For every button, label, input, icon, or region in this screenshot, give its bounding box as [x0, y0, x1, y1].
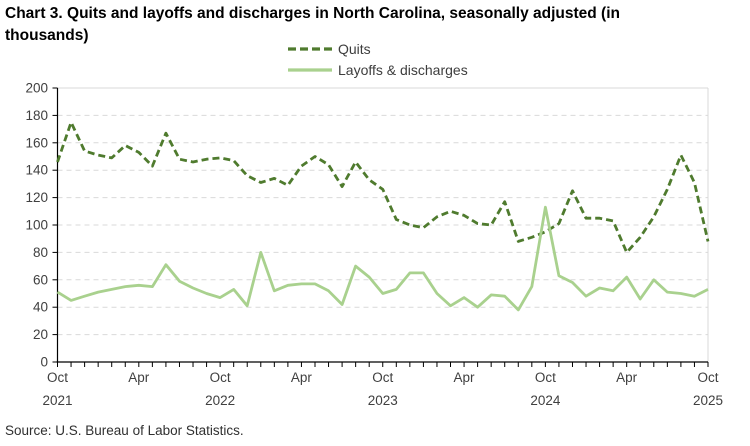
chart-title: Chart 3. Quits and layoffs and discharge… [5, 3, 705, 47]
x-tick-month-label: Oct [372, 370, 393, 385]
y-tick-label: 40 [33, 300, 48, 315]
layoffs-series-line [56, 205, 709, 312]
x-tick-year-label: 2023 [368, 393, 398, 408]
legend-item-layoffs: Layoffs & discharges [287, 59, 468, 80]
x-tick-year-label: 2024 [530, 393, 561, 408]
y-tick-label: 140 [25, 163, 48, 178]
x-tick-month-label: Apr [616, 370, 638, 385]
x-axis-labels: Oct 2021 Apr Oct 2022 Apr Oct 2023 Apr Oct 2024 Apr… [42, 370, 723, 408]
x-tick-month-label: Apr [291, 370, 313, 385]
y-tick-label: 160 [25, 135, 48, 150]
y-axis-labels: 0 20 40 60 80 100 120 140 160 180 200 [25, 81, 48, 370]
y-tick-label: 200 [25, 81, 48, 96]
y-tick-label: 20 [33, 327, 48, 342]
y-tick-label: 180 [25, 108, 48, 123]
source-note: Source: U.S. Bureau of Labor Statistics. [5, 423, 244, 438]
chart-title-line2: thousands) [5, 27, 89, 44]
x-tick-month-label: Oct [47, 370, 68, 385]
y-tick-label: 80 [33, 245, 48, 260]
y-tick-label: 100 [25, 218, 48, 233]
x-tick-year-label: 2025 [693, 393, 723, 408]
x-tick-year-label: 2022 [205, 393, 235, 408]
legend: Quits Layoffs & discharges [287, 38, 468, 80]
legend-label-layoffs: Layoffs & discharges [338, 61, 468, 78]
quits-line-swatch-icon [288, 46, 332, 51]
chart-title-line1: Chart 3. Quits and layoffs and discharge… [5, 5, 620, 22]
y-tick-label: 60 [33, 272, 48, 287]
x-tick-month-label: Oct [697, 370, 718, 385]
legend-label-quits: Quits [338, 40, 371, 57]
x-tick-month-label: Apr [128, 370, 150, 385]
quits-series-line [56, 120, 710, 254]
legend-item-quits: Quits [287, 38, 468, 59]
layoffs-line-swatch-icon [288, 67, 332, 72]
tick-marks [52, 87, 709, 367]
x-tick-month-label: Oct [535, 370, 556, 385]
x-tick-month-label: Oct [210, 370, 231, 385]
x-tick-year-label: 2021 [42, 393, 72, 408]
y-tick-label: 0 [40, 355, 48, 370]
y-tick-label: 120 [25, 190, 48, 205]
gridlines [57, 87, 709, 362]
x-tick-month-label: Apr [454, 370, 476, 385]
